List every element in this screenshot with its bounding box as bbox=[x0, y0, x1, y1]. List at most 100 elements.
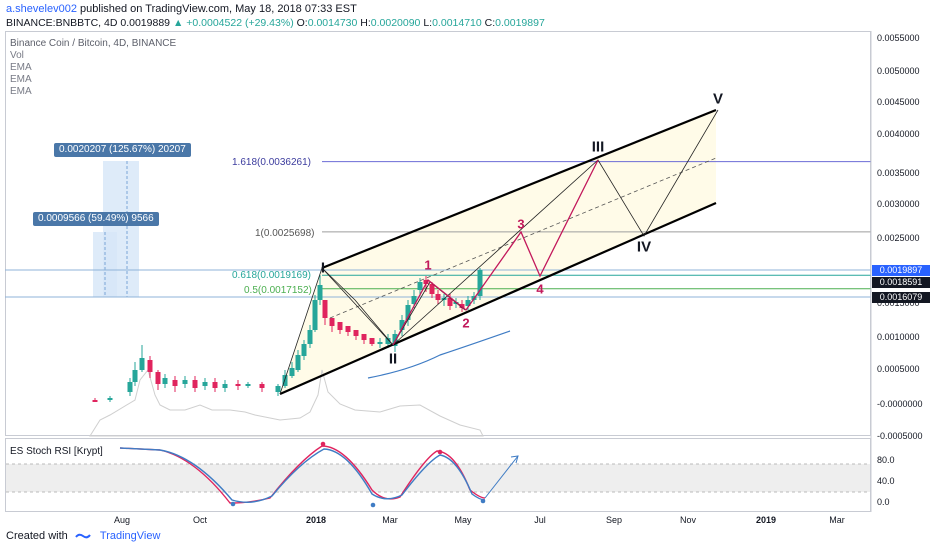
y-tick: 0.0050000 bbox=[877, 66, 920, 76]
y-tick: 0.0035000 bbox=[877, 168, 920, 178]
fib-label-1: 1(0.0025698) bbox=[255, 228, 315, 239]
osc-y-tick: 80.0 bbox=[877, 455, 895, 465]
candle-body bbox=[259, 384, 265, 388]
candle-body bbox=[447, 298, 453, 306]
legend-ema-2[interactable]: EMA bbox=[10, 74, 32, 85]
close-label: C: bbox=[484, 17, 496, 29]
candle-body bbox=[139, 358, 145, 370]
osc-k-line bbox=[119, 445, 486, 504]
candle-body bbox=[202, 382, 208, 386]
y-tick: -0.0000000 bbox=[877, 399, 923, 409]
fib-label-0618: 0.618(0.0019169) bbox=[232, 270, 311, 281]
fib-label-05: 0.5(0.0017152) bbox=[244, 285, 312, 296]
x-tick: Mar bbox=[382, 515, 398, 525]
candle-body bbox=[329, 318, 335, 326]
price-tag-ema-2: 0.0016079 bbox=[872, 292, 930, 303]
osc-y-tick: 0.0 bbox=[877, 497, 890, 507]
y-tick: 0.0025000 bbox=[877, 233, 920, 243]
candle-body bbox=[312, 300, 318, 330]
measure-box-label-1[interactable]: 0.0020207 (125.67%) 20207 bbox=[54, 143, 191, 157]
candle-body bbox=[275, 386, 281, 392]
candle-body bbox=[162, 378, 168, 384]
legend-vol[interactable]: Vol bbox=[10, 50, 24, 61]
candle-body bbox=[337, 322, 343, 330]
author-link[interactable]: a.shevelev002 bbox=[6, 3, 77, 15]
symbol-label: BINANCE:BNBBTC, 4D bbox=[6, 17, 118, 29]
ema-line bbox=[367, 330, 511, 379]
low-label: L: bbox=[423, 17, 433, 29]
candle-body bbox=[155, 372, 161, 384]
price-tag-ema: 0.0018591 bbox=[872, 277, 930, 288]
oscillator-title[interactable]: ES Stoch RSI [Krypt] bbox=[10, 446, 103, 457]
candle-body bbox=[353, 330, 359, 336]
candle-body bbox=[385, 338, 391, 344]
x-tick: Oct bbox=[192, 515, 208, 525]
candle-body bbox=[92, 400, 98, 402]
osc-y-tick: 40.0 bbox=[877, 476, 895, 486]
candle-body bbox=[477, 270, 483, 296]
wave-label-1: 1 bbox=[424, 257, 432, 273]
candle-body bbox=[235, 384, 241, 386]
wave-label-4: 4 bbox=[536, 281, 544, 297]
change-value: +0.0004522 (+29.43%) bbox=[186, 17, 294, 29]
candle-body bbox=[411, 296, 417, 304]
candle-body bbox=[212, 382, 218, 388]
osc-signal-dot bbox=[320, 441, 326, 447]
x-tick: 2018 bbox=[305, 515, 327, 525]
candle-body bbox=[295, 355, 301, 370]
y-tick: 0.0030000 bbox=[877, 199, 920, 209]
x-tick: Jul bbox=[534, 515, 546, 525]
wave-label-3: 3 bbox=[517, 216, 525, 232]
publish-info: a.shevelev002 published on TradingView.c… bbox=[6, 3, 357, 15]
wave-label-III: III bbox=[591, 138, 605, 156]
y-tick: 0.0040000 bbox=[877, 129, 920, 139]
candle-body bbox=[245, 384, 251, 386]
x-tick: May bbox=[454, 515, 472, 525]
osc-signal-dot bbox=[480, 498, 486, 504]
fib-label-1618: 1.618(0.0036261) bbox=[232, 157, 311, 168]
legend-ema-1[interactable]: EMA bbox=[10, 62, 32, 73]
x-tick: Mar bbox=[829, 515, 845, 525]
osc-signal-dot bbox=[370, 502, 376, 508]
candle-body bbox=[222, 384, 228, 388]
candle-body bbox=[361, 334, 367, 340]
candle-body bbox=[282, 375, 288, 386]
channel-upper bbox=[321, 108, 717, 270]
candle-body bbox=[345, 326, 351, 332]
measure-box-label-2[interactable]: 0.0009566 (59.49%) 9566 bbox=[33, 212, 159, 226]
open-value: 0.0014730 bbox=[307, 17, 358, 29]
candle-body bbox=[132, 370, 138, 382]
wave-label-V: V bbox=[712, 90, 724, 108]
wave-black-path bbox=[279, 109, 719, 395]
candle-body bbox=[459, 304, 465, 308]
footer-created: Created with bbox=[6, 530, 68, 542]
y-tick: 0.0055000 bbox=[877, 33, 920, 43]
wave-label-I: I bbox=[320, 259, 326, 277]
candle-body bbox=[429, 284, 435, 294]
up-arrow-icon: ▲ bbox=[172, 17, 184, 29]
chart-legend-title: Binance Coin / Bitcoin, 4D, BINANCE bbox=[10, 38, 177, 49]
footer-brand-link[interactable]: TradingView bbox=[99, 530, 161, 542]
price-tag-last: 0.0019897 bbox=[872, 265, 930, 276]
candle-body bbox=[399, 320, 405, 330]
wave-label-2: 2 bbox=[462, 315, 470, 331]
low-value: 0.0014710 bbox=[432, 17, 482, 29]
osc-projection-arrow bbox=[484, 455, 519, 499]
y-tick: 0.0005000 bbox=[877, 364, 920, 374]
open-label: O: bbox=[296, 17, 308, 29]
candle-body bbox=[192, 380, 198, 388]
y-tick: 0.0045000 bbox=[877, 97, 920, 107]
osc-signal-dot bbox=[230, 501, 236, 507]
close-value: 0.0019897 bbox=[495, 17, 545, 29]
publish-text: published on TradingView.com, May 18, 20… bbox=[80, 3, 357, 15]
candle-body bbox=[423, 280, 429, 284]
x-tick: Sep bbox=[605, 515, 623, 525]
x-tick: Aug bbox=[113, 515, 131, 525]
candle-body bbox=[317, 285, 323, 300]
candle-body bbox=[307, 330, 313, 344]
osc-arrow-head bbox=[510, 455, 519, 464]
y-tick: -0.0005000 bbox=[877, 431, 923, 441]
candle-body bbox=[405, 305, 411, 320]
legend-ema-3[interactable]: EMA bbox=[10, 86, 32, 97]
